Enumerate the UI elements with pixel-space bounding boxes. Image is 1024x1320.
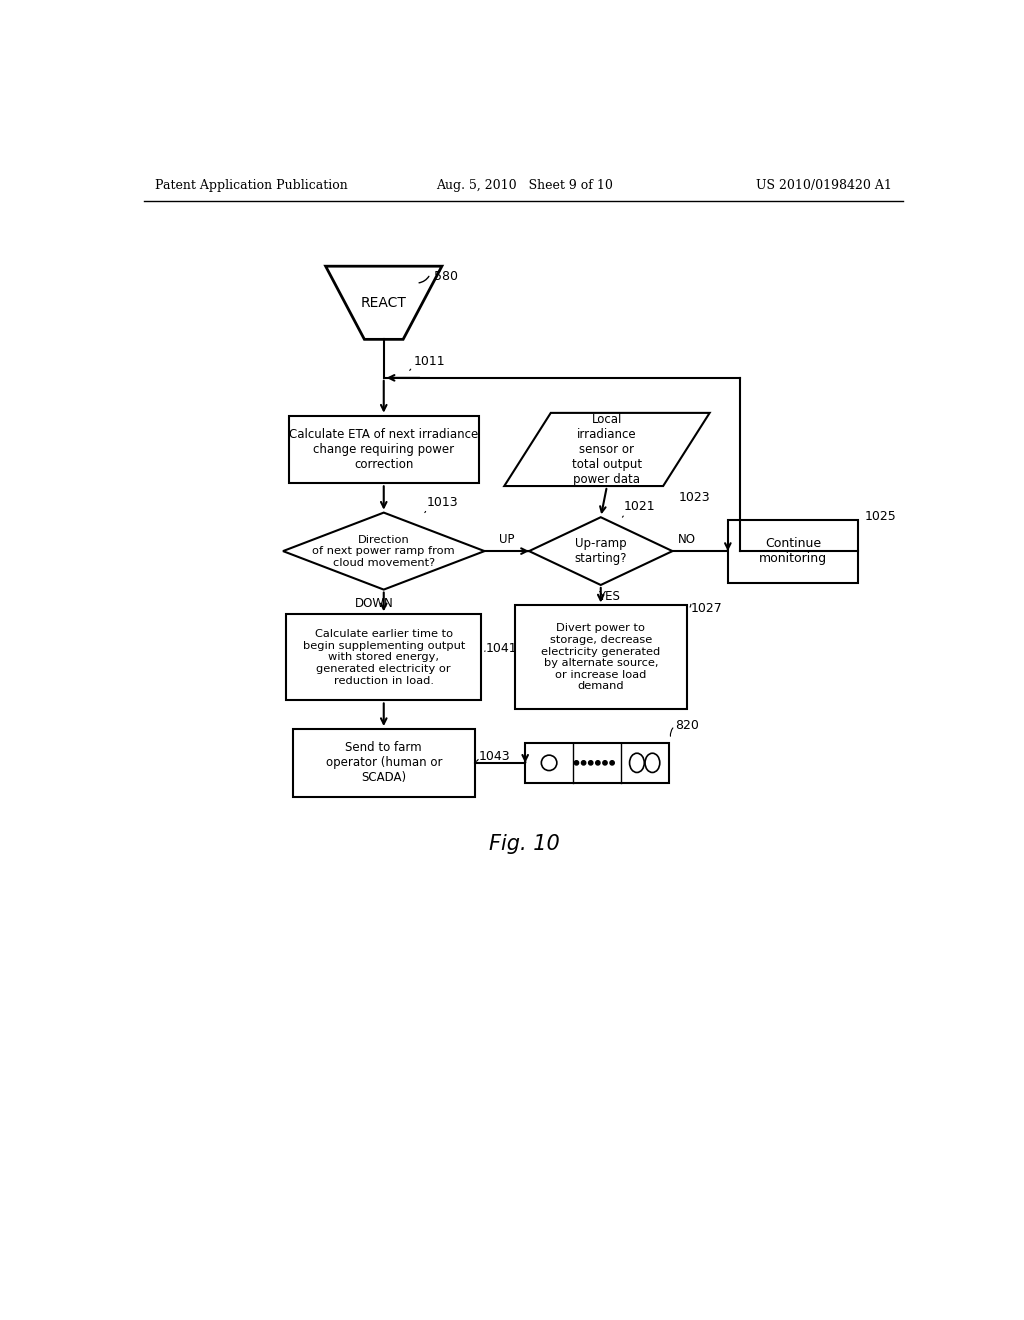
FancyBboxPatch shape [293,729,475,797]
FancyBboxPatch shape [286,614,481,701]
FancyBboxPatch shape [728,520,858,582]
Ellipse shape [630,754,644,772]
Text: 1021: 1021 [624,500,655,513]
Text: Calculate ETA of next irradiance
change requiring power
correction: Calculate ETA of next irradiance change … [289,428,478,471]
Text: 580: 580 [434,271,458,282]
Text: 1027: 1027 [690,602,722,615]
Circle shape [596,760,600,766]
Text: 1023: 1023 [679,491,711,504]
FancyBboxPatch shape [525,743,669,783]
Ellipse shape [645,754,659,772]
Text: 1041: 1041 [485,642,517,655]
Text: Calculate earlier time to
begin supplementing output
with stored energy,
generat: Calculate earlier time to begin suppleme… [302,630,465,685]
Text: US 2010/0198420 A1: US 2010/0198420 A1 [756,178,891,191]
Circle shape [574,760,579,766]
Text: Direction
of next power ramp from
cloud movement?: Direction of next power ramp from cloud … [312,535,455,568]
Text: Up-ramp
starting?: Up-ramp starting? [574,537,627,565]
Text: Aug. 5, 2010   Sheet 9 of 10: Aug. 5, 2010 Sheet 9 of 10 [436,178,613,191]
Text: DOWN: DOWN [355,598,394,610]
Text: 1043: 1043 [478,750,510,763]
Polygon shape [529,517,673,585]
Circle shape [603,760,607,766]
Text: Divert power to
storage, decrease
electricity generated
by alternate source,
or : Divert power to storage, decrease electr… [541,623,660,692]
Text: 1025: 1025 [864,511,896,523]
Text: 820: 820 [675,719,698,733]
Circle shape [582,760,586,766]
Text: REACT: REACT [360,296,407,310]
Circle shape [542,755,557,771]
Polygon shape [283,512,484,590]
Text: YES: YES [598,590,620,603]
Text: Continue
monitoring: Continue monitoring [759,537,827,565]
FancyBboxPatch shape [289,416,478,483]
Text: UP: UP [499,533,514,545]
Circle shape [589,760,593,766]
FancyBboxPatch shape [515,606,687,709]
Text: NO: NO [678,533,696,545]
Polygon shape [504,413,710,486]
Text: 1013: 1013 [426,496,458,508]
Text: Patent Application Publication: Patent Application Publication [155,178,348,191]
Polygon shape [326,267,442,339]
Text: Send to farm
operator (human or
SCADA): Send to farm operator (human or SCADA) [326,742,442,784]
Text: Fig. 10: Fig. 10 [489,834,560,854]
Circle shape [610,760,614,766]
Text: 1011: 1011 [414,355,444,368]
Text: Local
irradiance
sensor or
total output
power data: Local irradiance sensor or total output … [571,413,642,486]
